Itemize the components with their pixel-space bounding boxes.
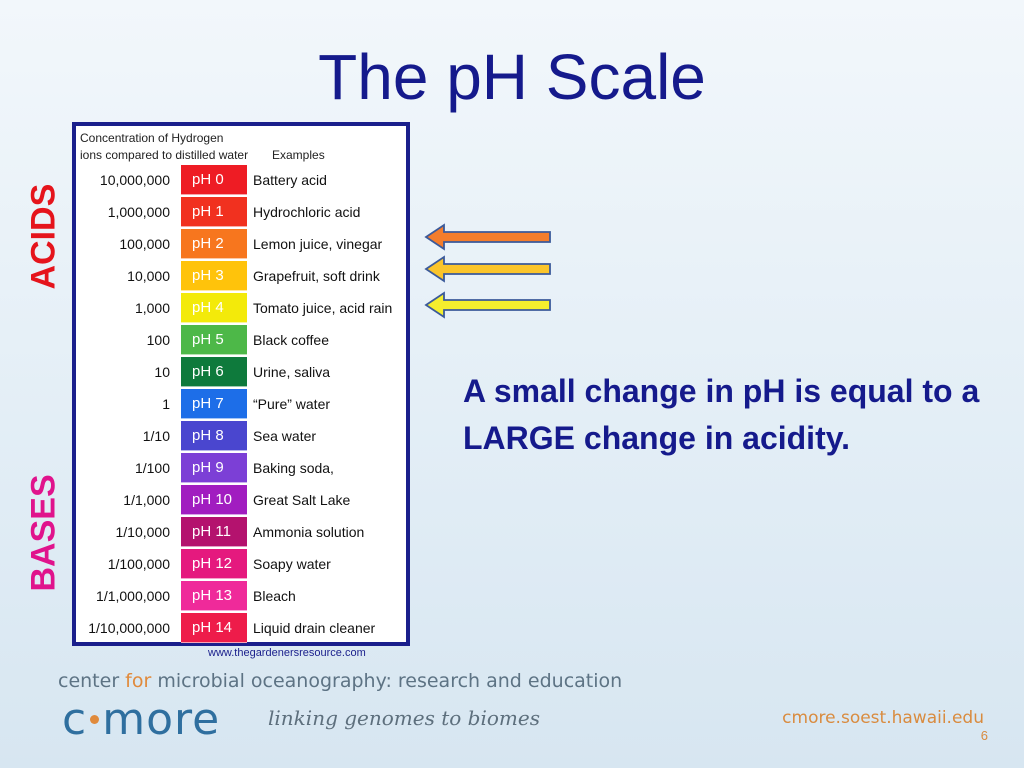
example-substance: Black coffee: [253, 332, 330, 348]
acids-label: ACIDS: [24, 183, 63, 290]
example-substance: Baking soda,: [253, 460, 334, 476]
bases-label: BASES: [24, 474, 63, 592]
ph-level-chip: pH 7: [181, 389, 247, 419]
ph-row: 100,000 pH 2 Lemon juice, vinegar: [76, 228, 406, 260]
example-substance: Urine, saliva: [253, 364, 331, 380]
image-credit: www.thegardenersresource.com: [208, 647, 366, 659]
example-substance: Lemon juice, vinegar: [253, 236, 383, 252]
concentration-value: 1/1,000: [123, 492, 170, 508]
concentration-value: 1: [162, 396, 170, 412]
left-arrow-icon: [424, 255, 551, 283]
ph-row: 1/100,000 pH 12 Soapy water: [76, 548, 406, 580]
ph-level-chip: pH 14: [181, 613, 247, 643]
logo-dot: [90, 714, 100, 724]
ph-level-chip: pH 11: [181, 517, 247, 547]
ph-row: 100 pH 5 Black coffee: [76, 324, 406, 356]
concentration-value: 1/100: [134, 460, 170, 476]
ph-row: 1/1,000 pH 10 Great Salt Lake: [76, 484, 406, 516]
ph-row: 1/10,000 pH 11 Ammonia solution: [76, 516, 406, 548]
ph-level-chip: pH 2: [181, 229, 247, 259]
ph-row: 1/10,000,000 pH 14 Liquid drain cleaner: [76, 612, 406, 644]
org-name-part2: microbial oceanography: research and edu…: [151, 670, 623, 692]
examples-header: Examples: [272, 148, 325, 162]
example-substance: Sea water: [253, 428, 317, 444]
ph-level-chip: pH 8: [181, 421, 247, 451]
ph-row: 1,000,000 pH 1 Hydrochloric acid: [76, 196, 406, 228]
example-substance: “Pure” water: [253, 396, 331, 412]
org-name-part1: center: [58, 670, 126, 692]
ph-rows: 10,000,000 pH 0 Battery acid 1,000,000 pH 1 H…: [76, 164, 406, 644]
arrow-shape: [424, 255, 551, 283]
ph-scale-table: Concentration of Hydrogen ions compared …: [72, 122, 410, 646]
concentration-value: 1/10,000: [115, 524, 171, 540]
ph-level-chip: pH 6: [181, 357, 247, 387]
ph-row: 1/100 pH 9 Baking soda,: [76, 452, 406, 484]
ph-row: 1/1,000,000 pH 13 Bleach: [76, 580, 406, 612]
example-substance: Battery acid: [253, 172, 327, 188]
ph-level-chip: pH 3: [181, 261, 247, 291]
statement-text: A small change in pH is equal to a LARGE…: [463, 373, 980, 456]
example-substance: Tomato juice, acid rain: [253, 300, 393, 316]
example-substance: Ammonia solution: [253, 524, 365, 540]
arrow-shape: [424, 223, 551, 251]
concentration-value: 1,000: [134, 300, 170, 316]
logo-text: more: [102, 694, 221, 745]
ph-level-chip: pH 12: [181, 549, 247, 579]
cmore-logo: c more: [62, 694, 220, 745]
concentration-value: 1/10,000,000: [88, 620, 170, 636]
slide-number: 6: [980, 728, 988, 743]
concentration-value: 10,000,000: [99, 172, 170, 188]
example-substance: Bleach: [253, 588, 296, 604]
left-arrow-icon: [424, 291, 551, 319]
concentration-value: 10,000: [127, 268, 170, 284]
concentration-value: 1,000,000: [107, 204, 170, 220]
ph-row: 10,000 pH 3 Grapefruit, soft drink: [76, 260, 406, 292]
concentration-header-line1: Concentration of Hydrogen: [80, 131, 224, 145]
ph-level-chip: pH 4: [181, 293, 247, 323]
concentration-value: 1/1,000,000: [96, 588, 170, 604]
ph-level-chip: pH 5: [181, 325, 247, 355]
ph-row: 10,000,000 pH 0 Battery acid: [76, 164, 406, 196]
ph-level-chip: pH 0: [181, 165, 247, 195]
concentration-header-line2: ions compared to distilled water: [80, 148, 249, 162]
concentration-value: 1/10: [142, 428, 170, 444]
slide-title: The pH Scale: [318, 41, 706, 113]
ph-row: 1,000 pH 4 Tomato juice, acid rain: [76, 292, 406, 324]
example-substance: Grapefruit, soft drink: [253, 268, 380, 284]
org-name-for: for: [125, 670, 152, 692]
left-arrow-icon: [424, 223, 551, 251]
arrow-shape: [424, 291, 551, 319]
organization-name: center for microbial oceanography: resea…: [58, 670, 622, 692]
ph-level-chip: pH 10: [181, 485, 247, 515]
ph-level-chip: pH 1: [181, 197, 247, 227]
concentration-value: 100,000: [119, 236, 170, 252]
concentration-value: 10: [154, 364, 170, 380]
example-substance: Hydrochloric acid: [253, 204, 361, 220]
ph-level-chip: pH 9: [181, 453, 247, 483]
ph-row: 10 pH 6 Urine, saliva: [76, 356, 406, 388]
example-substance: Liquid drain cleaner: [253, 620, 376, 636]
example-substance: Soapy water: [253, 556, 331, 572]
concentration-value: 100: [146, 332, 170, 348]
concentration-value: 1/100,000: [107, 556, 170, 572]
ph-row: 1 pH 7 “Pure” water: [76, 388, 406, 420]
example-substance: Great Salt Lake: [253, 492, 351, 508]
footer-url: cmore.soest.hawaii.edu: [782, 708, 984, 728]
logo-letter-c: c: [62, 694, 88, 745]
logo-tagline: linking genomes to biomes: [268, 706, 540, 730]
ph-row: 1/10 pH 8 Sea water: [76, 420, 406, 452]
ph-level-chip: pH 13: [181, 581, 247, 611]
